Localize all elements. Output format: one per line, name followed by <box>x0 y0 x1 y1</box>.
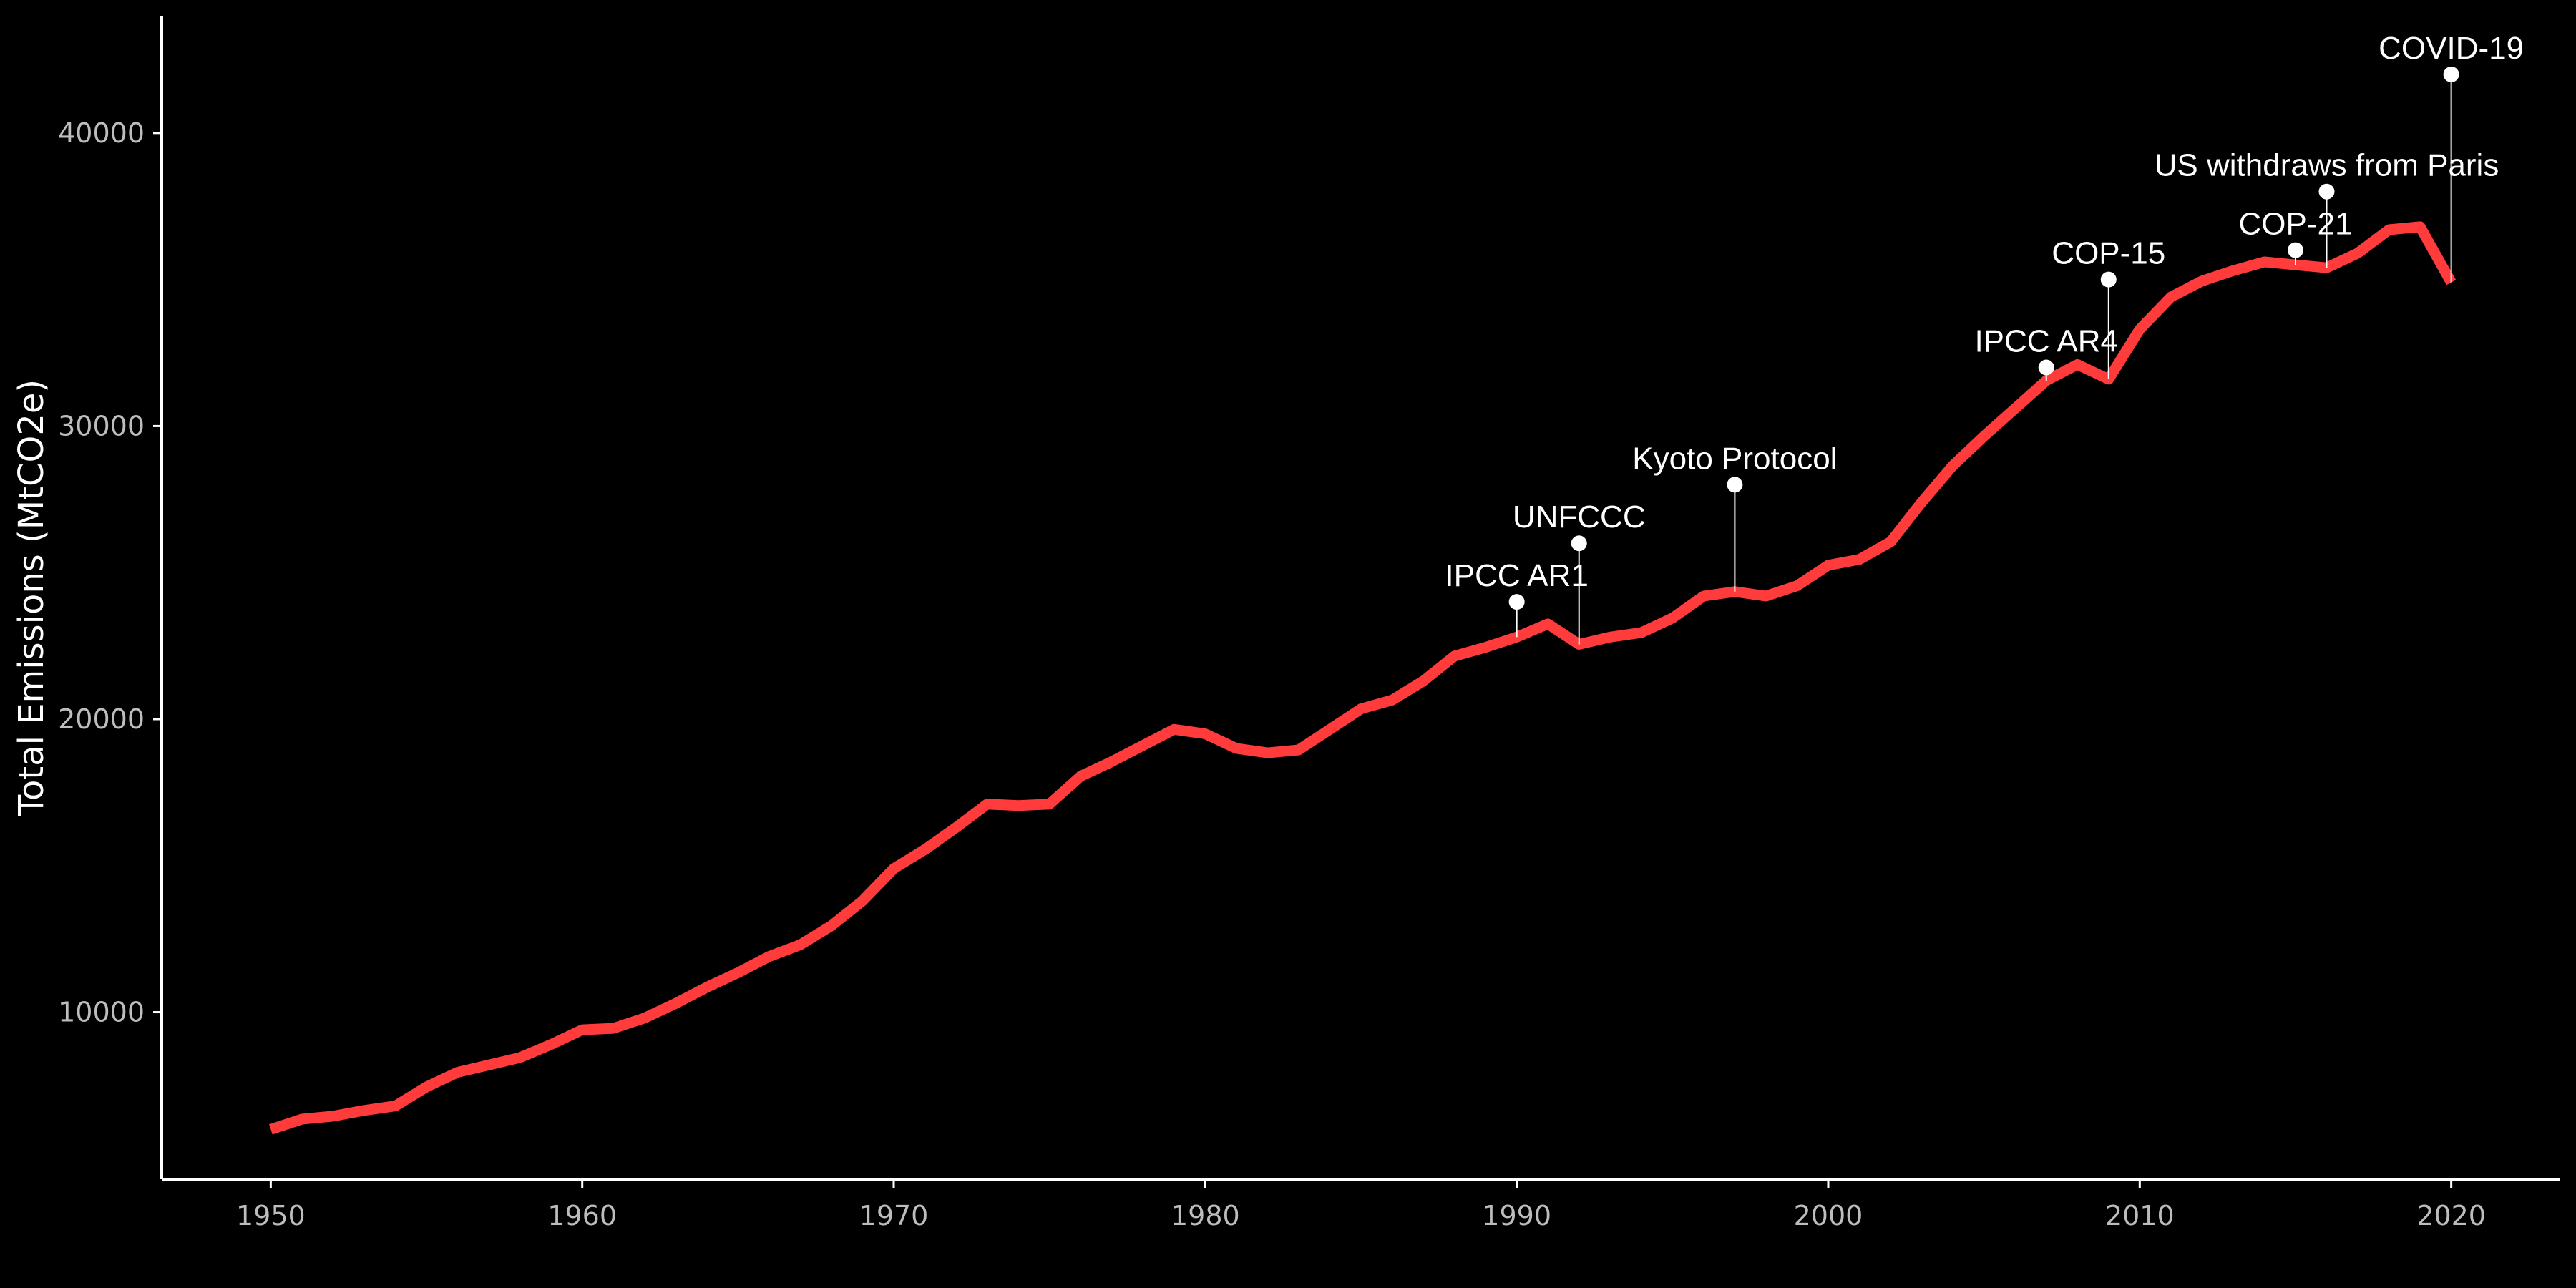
annotation-label: US withdraws from Paris <box>2155 148 2499 183</box>
annotation-label: IPCC AR4 <box>1974 323 2118 358</box>
x-tick-label: 2010 <box>2105 1200 2175 1231</box>
annotation: UNFCCC <box>1513 499 1646 645</box>
x-tick-label: 1990 <box>1482 1200 1551 1231</box>
x-tick-label: 1970 <box>859 1200 929 1231</box>
emissions-line <box>269 221 2457 1135</box>
annotation: US withdraws from Paris <box>2155 148 2499 268</box>
annotation: COP-21 <box>2238 207 2352 265</box>
annotation-marker <box>2318 183 2335 200</box>
y-tick-label: 40000 <box>58 117 145 149</box>
x-tick-label: 1950 <box>236 1200 306 1231</box>
annotation-layer: IPCC AR1 UNFCCC Kyoto Protocol IPCC AR4 COP-… <box>1445 31 2524 645</box>
annotation-label: COP-21 <box>2238 207 2352 242</box>
annotation: COVID-19 <box>2379 31 2524 283</box>
y-axis-title: Total Emissions (MtCO2e) <box>11 379 52 816</box>
series-layer <box>269 221 2457 1135</box>
x-tick-label: 1960 <box>547 1200 617 1231</box>
axes <box>160 16 2560 1181</box>
annotation-label: COP-15 <box>2051 236 2165 271</box>
annotation-marker <box>2100 271 2117 288</box>
annotation-marker <box>2287 242 2303 258</box>
y-tick-label: 10000 <box>58 997 145 1028</box>
x-tick-label: 1980 <box>1171 1200 1240 1231</box>
annotation-label: UNFCCC <box>1513 499 1646 535</box>
annotation-marker <box>2038 359 2054 376</box>
annotation: IPCC AR4 <box>1974 323 2118 381</box>
annotation-label: COVID-19 <box>2379 31 2524 66</box>
x-tick-label: 2000 <box>1794 1200 1863 1231</box>
annotation: Kyoto Protocol <box>1632 441 1837 592</box>
x-tick-label: 2020 <box>2416 1200 2486 1231</box>
annotation-marker <box>1508 594 1525 610</box>
annotation-marker <box>2443 66 2459 82</box>
annotation-label: Kyoto Protocol <box>1632 441 1837 476</box>
annotation-marker <box>1571 535 1587 552</box>
x-ticks: 1950 1960 1970 1980 1990 2000 2010 2020 <box>236 1179 2486 1231</box>
y-tick-label: 30000 <box>58 410 145 441</box>
annotation: IPCC AR1 <box>1445 558 1589 638</box>
y-tick-label: 20000 <box>58 703 145 735</box>
annotation-label: IPCC AR1 <box>1445 558 1589 593</box>
y-ticks: 10000 20000 30000 40000 <box>58 117 162 1028</box>
annotation: COP-15 <box>2051 236 2165 379</box>
annotation-marker <box>1727 477 1743 493</box>
